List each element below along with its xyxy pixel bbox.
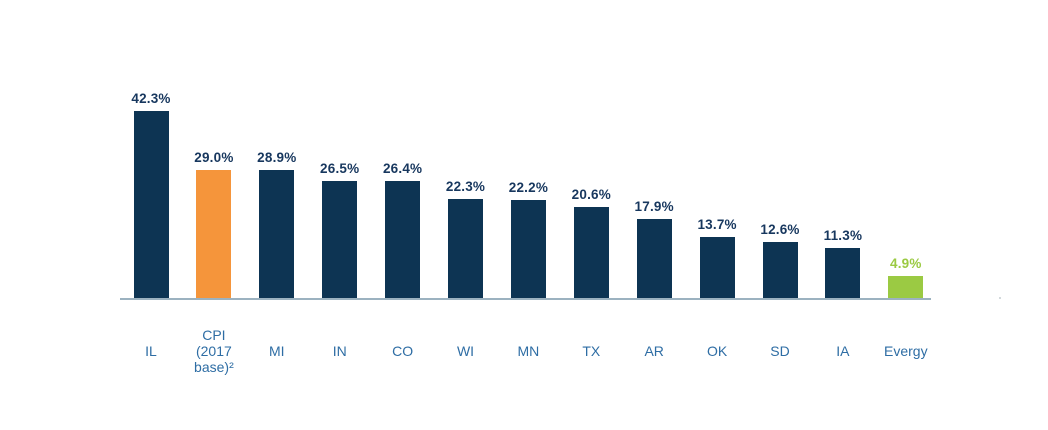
value-label-ar: 17.9% [634,199,674,214]
bar-sd [762,242,798,298]
category-label-ia: IA [836,343,850,359]
category-label-ar: AR [644,343,664,359]
value-label-co: 26.4% [382,161,423,176]
bar-ok [699,237,735,298]
category-label-cpi: CPI (2017 base)² [194,327,234,375]
bar-ia [825,248,861,298]
bar-co [385,181,421,298]
value-label-mn: 22.2% [508,180,549,195]
x-axis-line [120,298,931,300]
category-label-sd: SD [770,343,790,359]
value-label-in: 26.5% [320,161,360,176]
category-label-mn: MN [517,343,540,359]
category-label-il: IL [145,343,157,359]
stray-dot [999,297,1001,299]
value-label-mi: 28.9% [257,150,297,165]
value-label-tx: 20.6% [571,187,611,202]
category-label-in: IN [332,343,347,359]
value-label-cpi: 29.0% [194,150,234,165]
category-label-co: CO [392,343,414,359]
value-label-il: 42.3% [131,91,171,106]
bar-wi [448,199,483,298]
category-label-tx: TX [582,343,601,359]
category-label-mi: MI [269,343,285,359]
bar-ar [636,219,672,298]
bar-mn [510,200,546,298]
bar-il [133,111,169,298]
value-label-wi: 22.3% [445,179,486,194]
bar-cpi [196,170,232,298]
value-label-ia: 11.3% [823,228,863,243]
category-label-wi: WI [456,343,475,359]
category-label-ok: OK [706,343,728,359]
value-label-sd: 12.6% [760,222,800,237]
bar-tx [573,207,609,298]
value-label-ok: 13.7% [697,217,737,232]
bar-evergy [888,276,924,298]
bar-mi [259,170,295,298]
bar-in [322,181,358,298]
category-label-evergy: Evergy [884,343,928,359]
value-label-evergy: 4.9% [890,256,922,271]
